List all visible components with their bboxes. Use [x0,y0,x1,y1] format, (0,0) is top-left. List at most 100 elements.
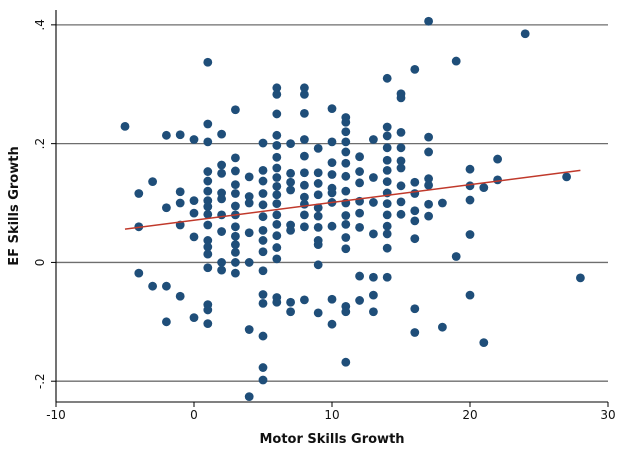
data-point-152 [341,244,351,254]
fit-line [124,169,581,230]
data-point-0 [120,122,130,131]
data-point-57 [231,258,240,267]
data-point-64 [244,325,254,334]
data-point-215 [465,195,475,205]
data-point-206 [424,180,433,190]
data-point-8 [162,281,171,291]
data-point-16 [189,196,199,206]
y-axis-title: EF Skills Growth [7,146,22,265]
data-point-89 [272,182,282,191]
data-point-190 [396,163,406,173]
data-point-150 [341,220,351,229]
data-point-83 [272,109,282,119]
data-point-79 [258,363,268,372]
data-point-67 [258,165,268,175]
data-point-122 [313,190,323,200]
data-point-66 [258,138,268,148]
data-point-91 [272,199,282,209]
data-point-177 [382,177,392,187]
data-point-198 [410,216,420,226]
data-point-162 [355,271,364,281]
data-point-123 [313,203,323,213]
data-point-149 [341,211,351,220]
data-point-131 [327,137,337,147]
data-point-96 [272,254,282,264]
data-point-205 [424,174,433,184]
data-point-73 [258,236,268,245]
data-point-168 [369,272,378,282]
data-point-93 [272,220,282,229]
data-point-157 [355,167,364,176]
data-point-21 [203,119,213,129]
data-point-74 [258,247,268,257]
data-point-172 [382,122,392,132]
data-point-20 [203,57,213,67]
x-tick-label-3: 20 [462,408,477,422]
data-point-44 [217,258,227,267]
data-point-144 [341,147,351,157]
data-point-100 [286,168,295,178]
data-point-167 [369,229,378,239]
data-point-15 [189,135,199,144]
data-point-132 [327,158,337,168]
data-point-164 [369,135,378,144]
data-point-214 [465,181,475,191]
data-point-88 [272,173,282,182]
data-point-204 [424,147,433,157]
data-point-146 [341,171,351,181]
data-point-117 [300,222,309,232]
data-point-59 [244,172,254,182]
data-point-197 [410,206,420,216]
data-point-203 [424,132,433,142]
data-point-211 [451,56,461,66]
data-point-36 [203,319,213,328]
fit-layer [124,169,581,230]
data-point-129 [313,308,323,318]
data-point-200 [410,304,420,314]
data-point-69 [258,189,268,198]
data-point-137 [327,221,337,231]
data-point-202 [424,16,433,26]
data-point-61 [244,198,254,208]
data-point-189 [396,156,406,166]
data-point-194 [410,64,420,74]
data-point-127 [313,240,323,250]
data-point-210 [438,322,447,332]
data-point-38 [217,160,227,170]
data-point-65 [244,392,254,402]
data-point-207 [424,199,433,209]
data-point-42 [217,210,227,220]
x-tick-label-1: 0 [190,408,198,422]
data-point-10 [175,130,185,140]
data-point-216 [465,230,475,239]
data-point-143 [341,137,351,147]
data-point-118 [300,295,309,305]
data-point-193 [396,209,406,219]
data-point-208 [424,211,433,221]
data-point-166 [369,198,378,207]
data-point-188 [396,143,406,153]
data-point-3 [134,268,144,278]
data-point-72 [258,225,268,235]
data-point-37 [217,129,227,139]
data-point-163 [355,296,364,305]
data-point-201 [410,328,420,337]
data-point-77 [258,299,268,308]
data-point-9 [162,317,171,327]
data-point-43 [217,227,227,236]
x-tick-label-0: -10 [46,408,66,422]
data-point-47 [231,153,240,163]
data-point-19 [189,313,199,323]
data-point-124 [313,211,323,221]
data-point-121 [313,179,323,188]
data-point-45 [217,265,227,275]
data-point-32 [203,249,213,259]
data-point-99 [286,139,295,149]
data-point-50 [231,189,240,198]
data-point-95 [272,243,282,252]
data-point-220 [493,154,502,164]
data-point-184 [382,272,392,282]
data-point-128 [313,260,323,270]
data-point-169 [369,290,378,300]
